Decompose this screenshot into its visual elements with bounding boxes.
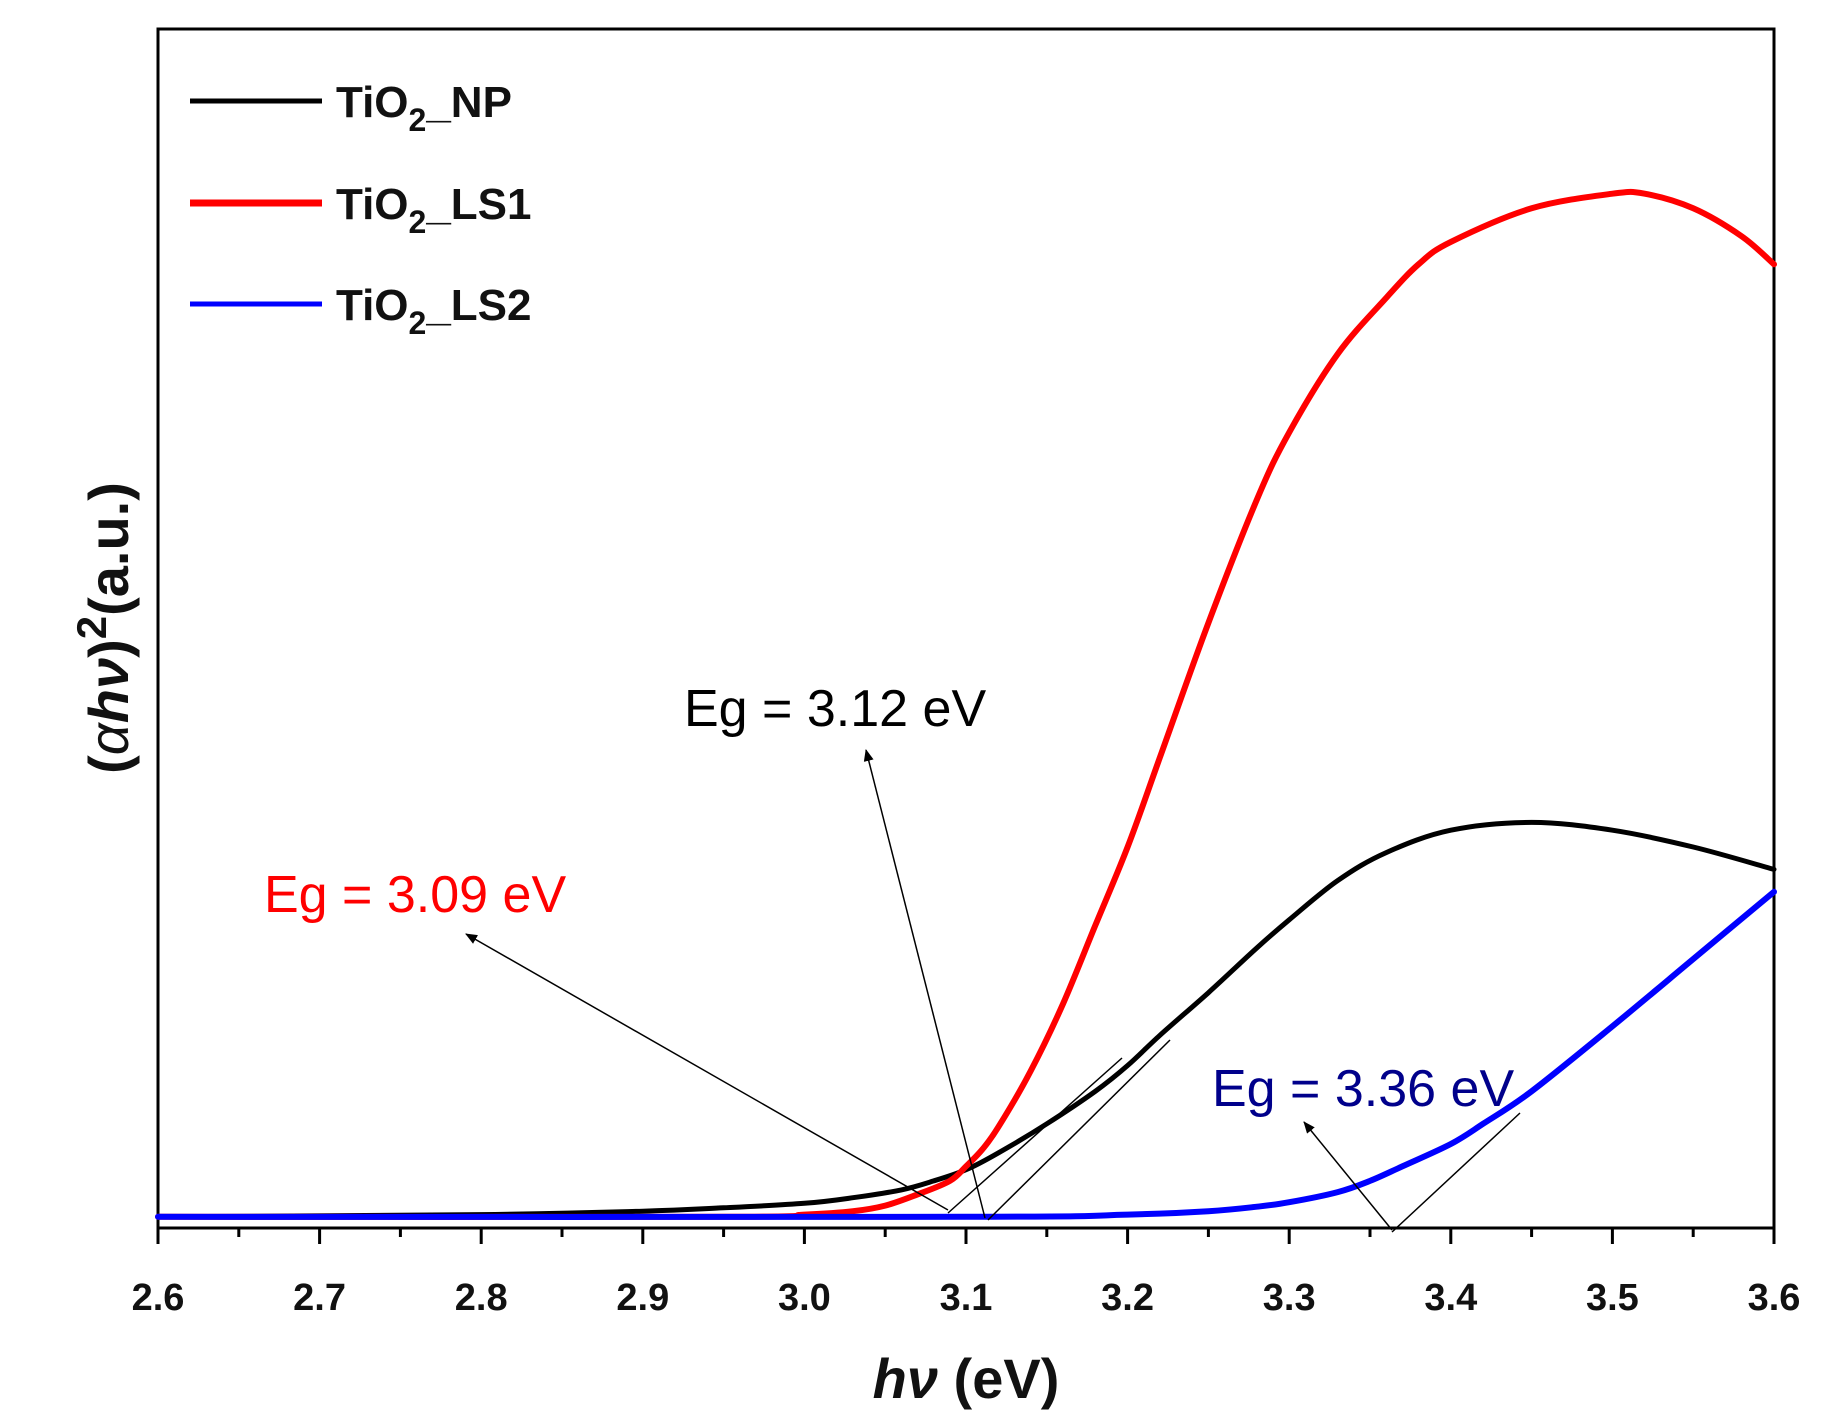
eg-336-label: Eg = 3.36 eV [1212, 1060, 1514, 1118]
eg-336-tangent-line [1391, 1112, 1521, 1233]
x-tick-label: 2.7 [293, 1277, 346, 1319]
legend-label-np: TiO2_NP [336, 78, 512, 138]
y-axis-title-close-paren: ) [77, 639, 140, 658]
legend-label-ls2: TiO2_LS2 [336, 281, 532, 341]
x-axis-ticks [156, 1228, 1776, 1244]
eg-309-arrow [465, 933, 949, 1211]
eg-309-label: Eg = 3.09 eV [264, 866, 566, 924]
legend-label-ls1: TiO2_LS1 [336, 180, 532, 240]
plot-frame [156, 27, 1776, 1230]
series-line-tio2-ls1 [155, 188, 1777, 1220]
y-axis-title-units: (a.u.) [77, 482, 140, 616]
x-axis-title-units: (eV) [938, 1347, 1059, 1410]
eg-336-arrow [1303, 1121, 1393, 1231]
x-tick-label: 3.6 [1748, 1277, 1801, 1319]
y-axis-title: (αhν)2(a.u.) [68, 482, 140, 774]
x-tick-labels: 2.6 2.7 2.8 2.9 3.0 3.1 3.2 3.3 3.4 3.5 … [132, 1277, 1801, 1319]
series-line-tio2-np [155, 819, 1777, 1220]
x-axis-title: hν (eV) [873, 1347, 1060, 1410]
x-tick-label: 3.2 [1101, 1277, 1154, 1319]
x-tick-label: 3.3 [1263, 1277, 1316, 1319]
x-tick-label: 3.4 [1424, 1277, 1477, 1319]
eg-312-arrow [863, 749, 986, 1219]
series-line-tio2-ls2 [155, 888, 1777, 1220]
x-axis-title-symbol: hν [873, 1347, 938, 1410]
eg-312-tangent-line [987, 1039, 1171, 1221]
legend: TiO2_NP TiO2_LS1 TiO2_LS2 [190, 78, 532, 341]
eg-312-label: Eg = 3.12 eV [684, 680, 986, 738]
x-tick-label: 3.5 [1586, 1277, 1639, 1319]
x-tick-label: 2.6 [132, 1277, 185, 1319]
y-axis-title-alpha: α [77, 721, 140, 755]
y-axis-title-open-paren: ( [77, 755, 140, 774]
x-tick-label: 2.9 [616, 1277, 669, 1319]
annotation-arrows [465, 749, 1521, 1233]
x-tick-label: 3.1 [940, 1277, 993, 1319]
x-tick-label: 3.0 [778, 1277, 831, 1319]
y-axis-title-superscript: 2 [68, 616, 115, 639]
y-axis-title-hv: hν [77, 658, 140, 723]
series-layer [155, 188, 1777, 1220]
x-tick-label: 2.8 [455, 1277, 508, 1319]
